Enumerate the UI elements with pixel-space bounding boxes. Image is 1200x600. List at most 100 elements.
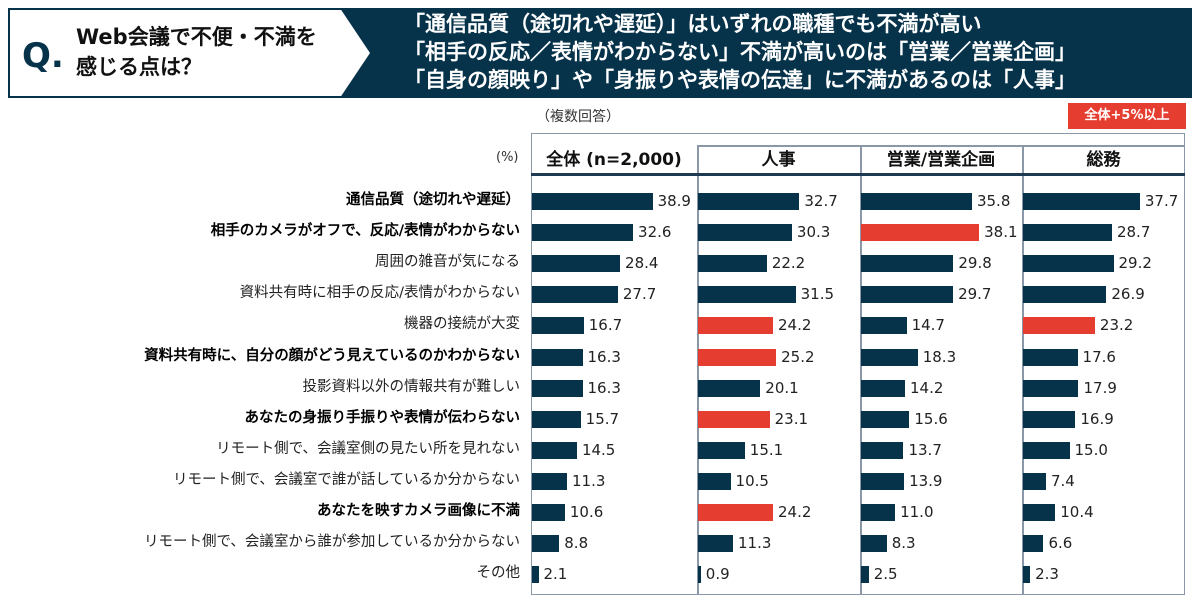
- data-label: 28.7: [1116, 223, 1151, 242]
- bar: [861, 566, 869, 584]
- data-label: 37.7: [1144, 192, 1179, 210]
- data-label: 16.3: [587, 347, 621, 366]
- bar: [1023, 504, 1056, 521]
- bar: [861, 286, 954, 304]
- data-label: 15.0: [1074, 440, 1108, 459]
- chart-panel: [531, 133, 1185, 595]
- bar: [698, 193, 800, 210]
- bar: [861, 348, 918, 366]
- header-rule: [531, 173, 1185, 176]
- data-label: 17.6: [1082, 347, 1116, 366]
- category-label: 相手のカメラがオフで、反応/表情がわからない: [210, 223, 520, 240]
- category-label: 周囲の雑音が気になる: [375, 254, 520, 271]
- category-label: 資料共有時に相手の反応/表情がわからない: [239, 285, 520, 302]
- bar: [1023, 535, 1044, 553]
- bar: [1023, 224, 1112, 242]
- data-label: 38.1: [984, 223, 1018, 242]
- column-header-total: 全体 (n=2,000): [546, 150, 682, 170]
- bar: [532, 224, 634, 242]
- category-label: 資料共有時に、自分の顔がどう見えているのかわからない: [144, 347, 520, 364]
- bar: [532, 193, 653, 210]
- bar: [698, 441, 745, 459]
- bar: [532, 472, 568, 490]
- data-label: 24.2: [778, 503, 812, 521]
- data-label: 28.4: [625, 254, 659, 273]
- category-label: リモート側で、会議室側の見たい所を見れない: [216, 440, 520, 457]
- divider: [1022, 145, 1024, 595]
- q-mark: Q.: [22, 36, 64, 76]
- data-label: 20.1: [765, 378, 799, 397]
- headline: 「自身の顔映り」や「身振りや表情の伝達」に不満があるのは「人事」: [404, 68, 1076, 92]
- data-label: 14.2: [910, 378, 944, 397]
- bar: [698, 255, 767, 273]
- data-label: 16.9: [1080, 409, 1114, 428]
- data-label: 26.9: [1111, 285, 1145, 304]
- data-label: 10.4: [1060, 503, 1094, 521]
- bar: [698, 535, 734, 553]
- divider: [697, 145, 699, 595]
- bar: [532, 410, 581, 428]
- bar: [861, 224, 980, 242]
- bar: [532, 286, 618, 304]
- headlines: 「通信品質（途切れや遅延）」はいずれの職種でも不満が高い 「相手の反応／表情がわ…: [404, 10, 1076, 94]
- bar: [861, 441, 904, 459]
- data-label: 6.6: [1048, 534, 1073, 553]
- category-label: リモート側で、会議室から誰が参加しているか分からない: [144, 534, 520, 551]
- question-box: Q. Web会議で不便・不満を 感じる点は？: [10, 10, 370, 96]
- category-label: 機器の接続が大変: [404, 316, 520, 333]
- headline: 「通信品質（途切れや遅延）」はいずれの職種でも不満が高い: [404, 12, 982, 36]
- bar: [861, 255, 954, 273]
- bar: [1023, 410, 1076, 428]
- data-label: 23.1: [774, 409, 809, 428]
- data-label: 24.2: [778, 316, 812, 335]
- bar: [532, 255, 621, 273]
- bar: [861, 193, 972, 210]
- data-label: 17.9: [1083, 378, 1117, 397]
- data-label: 22.2: [771, 254, 806, 273]
- data-label: 27.7: [622, 285, 657, 304]
- data-label: 23.2: [1099, 316, 1134, 335]
- data-label: 29.2: [1118, 254, 1152, 273]
- data-label: 8.8: [564, 534, 589, 553]
- bar: [1023, 379, 1079, 397]
- bar: [698, 224, 792, 242]
- bar: [861, 535, 887, 553]
- bar: [532, 441, 577, 459]
- category-label: 通信品質（途切れや遅延）: [346, 192, 520, 208]
- bar: [532, 317, 584, 335]
- bar: [698, 379, 761, 397]
- bar: [532, 348, 583, 366]
- bar: [532, 535, 560, 553]
- data-label: 0.9: [705, 565, 730, 584]
- data-label: 11.3: [572, 471, 606, 490]
- data-label: 29.8: [958, 254, 992, 273]
- data-label: 30.3: [796, 223, 831, 242]
- data-label: 32.7: [804, 192, 838, 210]
- data-label: 13.9: [909, 471, 943, 490]
- bar: [1023, 348, 1078, 366]
- question-text: Web会議で不便・不満を 感じる点は？: [76, 22, 346, 82]
- bar: [861, 379, 906, 397]
- bar: [1023, 566, 1031, 584]
- data-label: 10.5: [735, 471, 769, 490]
- bar: [1023, 255, 1114, 273]
- data-label: 16.7: [588, 316, 623, 335]
- multiple-answer-note: （複数回答）: [536, 109, 620, 125]
- data-label: 38.9: [657, 192, 691, 210]
- bar: [861, 410, 910, 428]
- divider: [860, 145, 862, 595]
- divider: [697, 145, 1185, 147]
- data-label: 2.1: [543, 565, 568, 584]
- legend-badge: 全体+5%以上: [1068, 103, 1186, 129]
- question-line: Web会議で不便・不満を: [76, 25, 317, 49]
- data-label: 2.5: [873, 565, 898, 584]
- bar: [861, 472, 905, 490]
- bar: [698, 317, 774, 335]
- bar: [532, 379, 583, 397]
- bar: [698, 472, 731, 490]
- data-label: 11.0: [900, 503, 934, 521]
- column-header-hr: 人事: [761, 150, 796, 170]
- bar: [1023, 472, 1046, 490]
- bar: [698, 348, 777, 366]
- unit-label: (%): [496, 150, 519, 165]
